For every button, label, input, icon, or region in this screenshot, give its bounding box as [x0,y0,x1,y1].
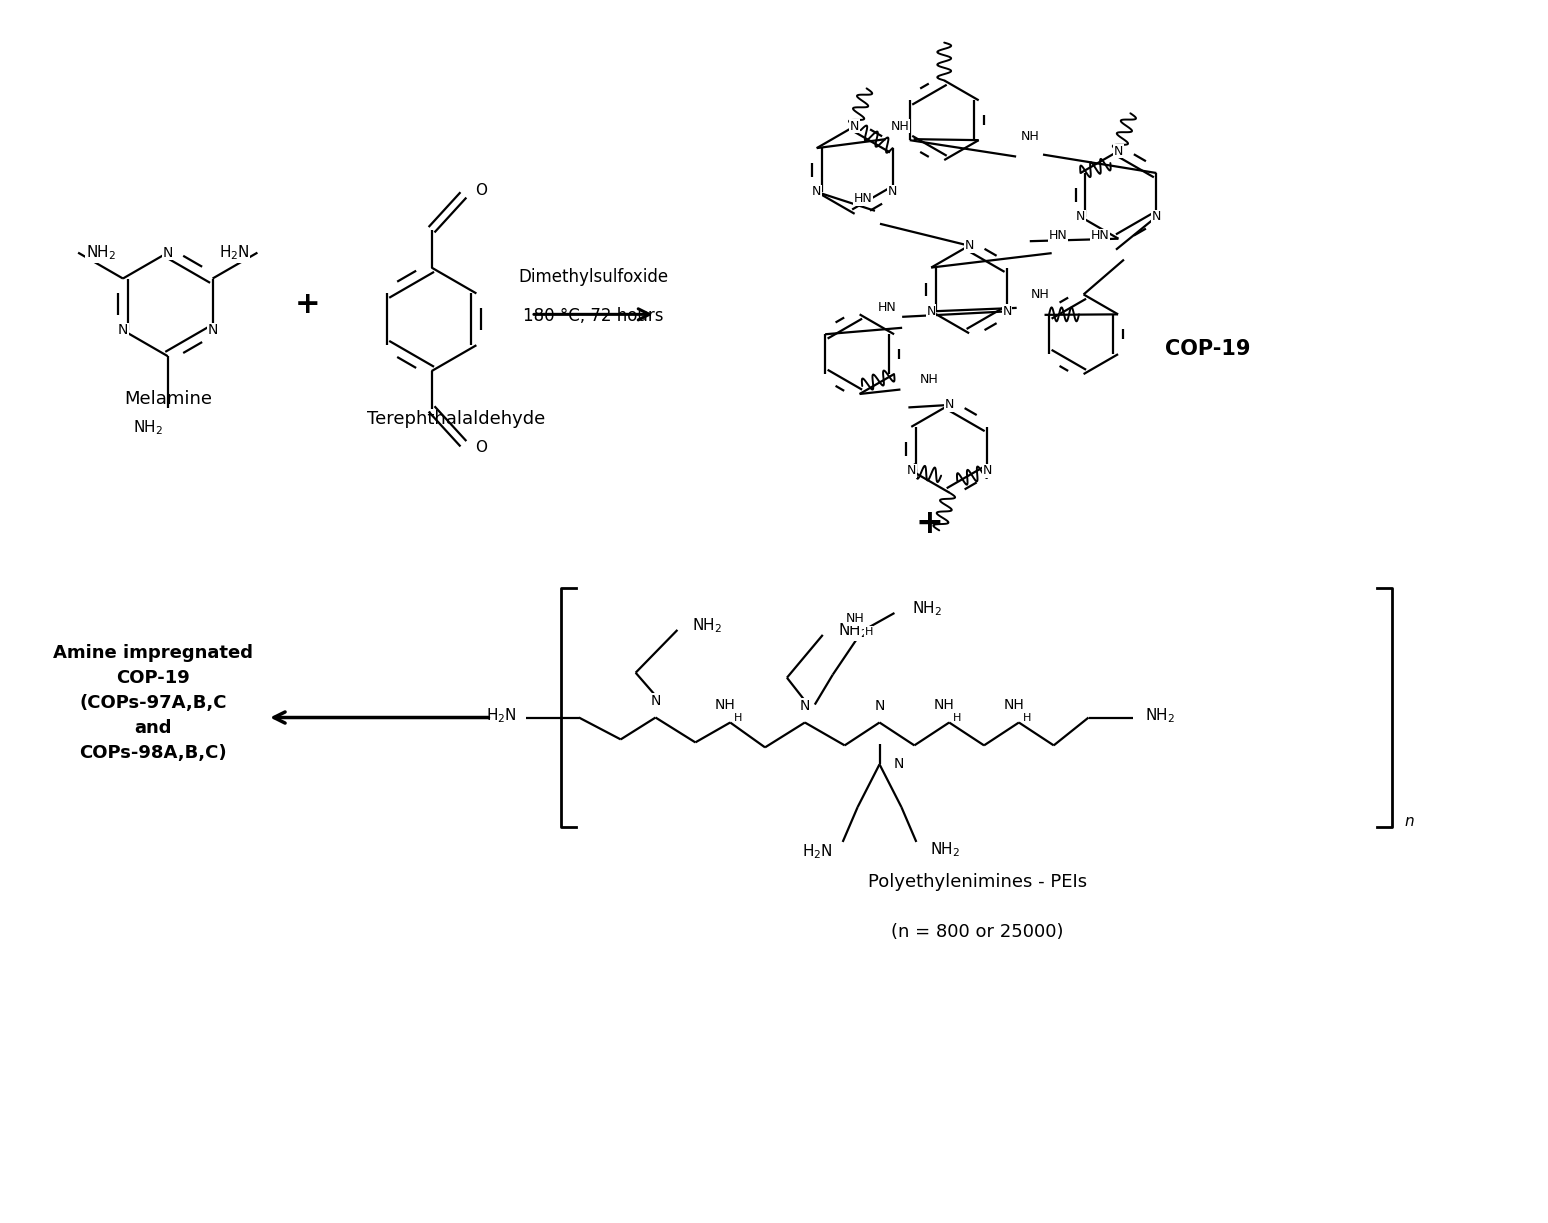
Text: N: N [893,757,904,772]
Text: N: N [1076,210,1085,224]
Text: (n = 800 or 25000): (n = 800 or 25000) [890,922,1063,940]
Text: N: N [944,399,954,411]
Text: Dimethylsulfoxide: Dimethylsulfoxide [519,268,669,285]
Text: H: H [1023,713,1031,723]
Text: NH$_2$: NH$_2$ [87,243,116,262]
Text: N: N [983,465,992,477]
Text: HN: HN [853,192,873,205]
Text: +: + [915,506,943,539]
Text: N: N [850,120,859,133]
Text: H: H [864,627,873,637]
Text: H: H [734,713,743,723]
Text: NH: NH [1031,289,1050,301]
Text: N: N [207,323,218,338]
Text: H: H [954,713,961,723]
Text: n: n [1404,813,1413,828]
Text: N: N [800,698,810,713]
Text: NH$_2$: NH$_2$ [930,840,960,860]
Text: N: N [1152,210,1161,224]
Text: NH: NH [1003,697,1025,712]
Text: NH$_2$: NH$_2$ [1146,706,1175,725]
Text: Amine impregnated
COP-19
(COPs-97A,B,C
and
COPs-98A,B,C): Amine impregnated COP-19 (COPs-97A,B,C a… [53,643,252,762]
Text: HN: HN [1048,229,1067,242]
Text: Terephthalaldehyde: Terephthalaldehyde [367,410,545,428]
Text: Melamine: Melamine [124,390,212,408]
Text: +: + [294,290,320,319]
Text: HN: HN [878,301,896,314]
Text: 180 °C, 72 hours: 180 °C, 72 hours [523,307,664,325]
Text: NH$_2$: NH$_2$ [133,418,163,437]
Text: Polyethylenimines - PEIs: Polyethylenimines - PEIs [867,873,1087,890]
Text: N: N [1003,305,1012,318]
Text: N: N [875,698,885,713]
Text: N: N [118,323,128,338]
Text: H$_2$N: H$_2$N [486,706,517,725]
Text: H$_2$N: H$_2$N [218,243,249,262]
Text: HN: HN [1091,229,1110,242]
Text: NH: NH [1020,130,1039,143]
Text: N: N [1113,144,1124,158]
Text: COP-19: COP-19 [1166,339,1251,360]
Text: NH: NH [933,697,955,712]
Text: NH$_2$: NH$_2$ [912,599,943,619]
Text: O: O [475,440,488,455]
Text: N: N [163,246,173,259]
Text: N: N [889,186,898,198]
Text: NH$_2$: NH$_2$ [692,616,723,635]
Text: N: N [964,240,974,252]
Text: N: N [813,186,822,198]
Text: H$_2$N: H$_2$N [802,843,833,861]
Text: N: N [650,693,661,708]
Text: NH: NH [845,613,864,625]
Text: O: O [475,183,488,198]
Text: N: N [907,465,916,477]
Text: NH$_2$: NH$_2$ [837,621,868,641]
Text: N: N [927,305,937,318]
Text: NH: NH [715,697,735,712]
Text: NH: NH [920,373,938,386]
Text: NH: NH [890,120,909,133]
